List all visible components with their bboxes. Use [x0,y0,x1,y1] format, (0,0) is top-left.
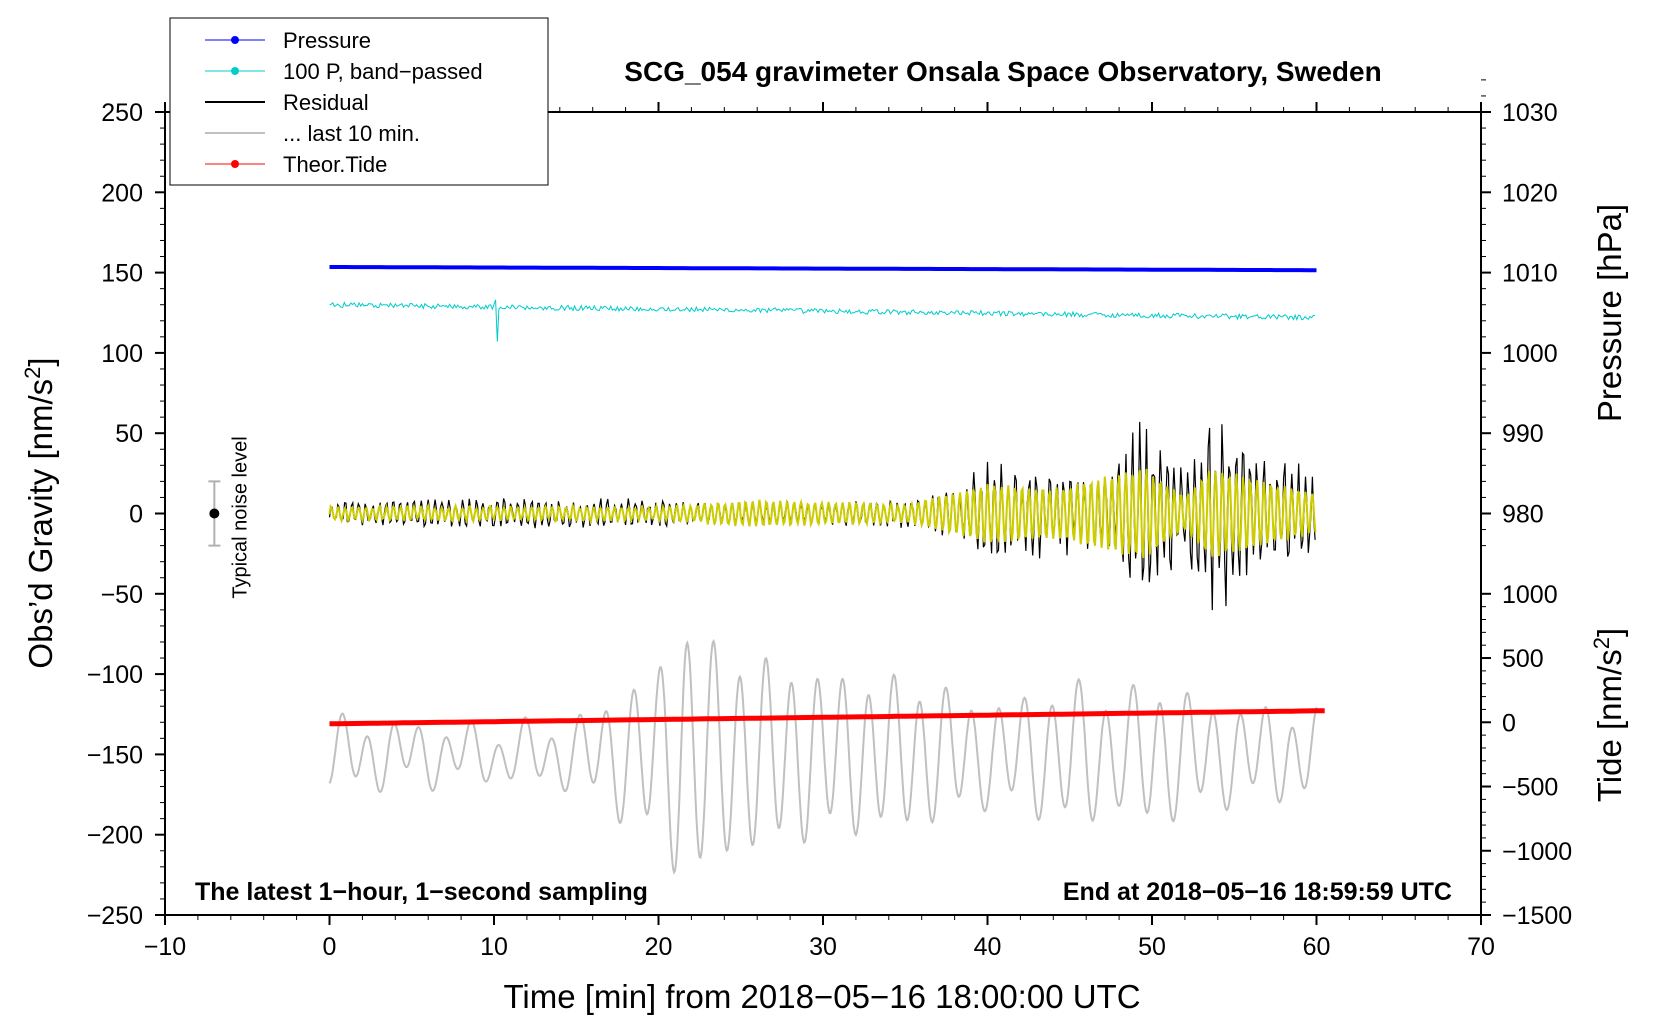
y-axis-tide: 1000 500 0 −500 −1000 −1500 [1481,581,1572,930]
legend-marker [231,67,239,75]
x-tick-label: 50 [1138,933,1166,961]
y-tick-label: 50 [115,420,143,448]
y-tick-label: −250 [87,902,143,930]
y-tick-label: −200 [87,822,143,850]
tide-tick-label: −500 [1502,774,1558,802]
noise-label: Typical noise level [229,436,251,598]
series-band-passed [329,299,1315,342]
noise-marker: Typical noise level [208,436,251,599]
y-tick-label: 100 [101,340,143,368]
series-pressure [329,265,1317,273]
pressure-tick-label: 990 [1502,420,1544,448]
x-tick-label: 0 [323,933,337,961]
note-end-time: End at 2018−05−16 18:59:59 UTC [1063,878,1452,906]
y-tick-label: −150 [87,741,143,769]
y-tick-label: 200 [101,179,143,207]
pressure-tick-label: 1000 [1502,340,1558,368]
legend-label: Pressure [283,28,371,53]
x-tick-label: 30 [809,933,837,961]
tide-tick-label: −1500 [1502,902,1572,930]
noise-dot [209,508,220,519]
x-tick-label: 40 [974,933,1002,961]
series-theor-tide [329,708,1325,727]
y-axis-gravity: −250 −200 −150 −100 −50 0 50 100 150 200 250 [87,99,165,930]
series-layer [328,265,1325,875]
note-sampling: The latest 1−hour, 1−second sampling [195,878,648,906]
x-tick-label: 60 [1303,933,1331,961]
chart-title: SCG_054 gravimeter Onsala Space Observat… [624,56,1381,87]
y-tick-label: −50 [101,581,143,609]
x-axis: −10 0 10 20 30 40 50 60 70 [144,102,1495,961]
tide-axis-title: Tide [nm/s2] [1589,628,1628,802]
legend-label: Residual [283,90,369,115]
y-tick-label: 150 [101,260,143,288]
pressure-tick-label: 1020 [1502,179,1558,207]
pressure-tick-label: 1010 [1502,260,1558,288]
legend-marker [231,160,239,168]
pressure-tick-label: 1030 [1502,99,1558,127]
legend-label: 100 P, band−passed [283,59,483,84]
pressure-axis-title: Pressure [hPa] [1591,204,1628,422]
x-tick-label: −10 [144,933,186,961]
y-axis-pressure: 980 990 1000 1010 1020 1030 [1481,79,1558,547]
tide-tick-label: −1000 [1502,838,1572,866]
legend-marker [231,36,239,44]
y-tick-label: 250 [101,99,143,127]
y-tick-label: −100 [87,661,143,689]
y-axis-title: Obs’d Gravity [nm/s2] [20,357,59,668]
legend: Pressure 100 P, band−passed Residual ... la… [169,17,549,186]
x-axis-title: Time [min] from 2018−05−16 18:00:00 UTC [503,978,1140,1015]
x-tick-label: 10 [480,933,508,961]
series-residual-filtered [328,468,1317,558]
series-last-10-min [328,638,1318,875]
tide-tick-label: 0 [1502,709,1516,737]
x-tick-label: 20 [645,933,673,961]
legend-label: Theor.Tide [283,152,387,177]
x-tick-label: 70 [1467,933,1495,961]
y-tick-label: 0 [129,501,143,529]
tide-tick-label: 1000 [1502,581,1558,609]
tide-tick-label: 500 [1502,645,1544,673]
pressure-tick-label: 980 [1502,501,1544,529]
legend-label: ... last 10 min. [283,121,420,146]
